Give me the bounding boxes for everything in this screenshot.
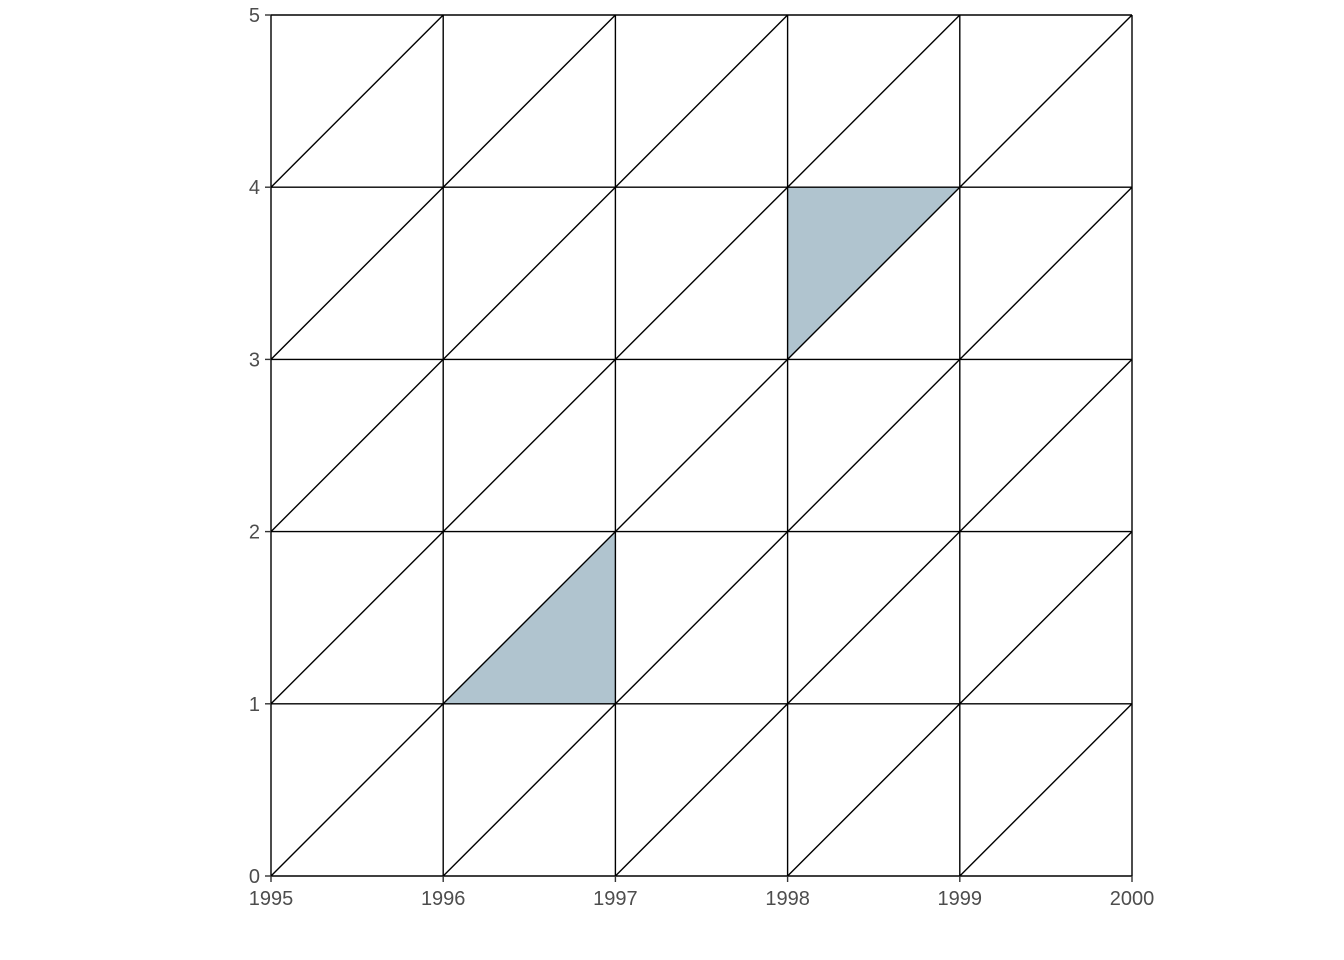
y-axis: 0 1 2 3 4 5 bbox=[249, 5, 271, 888]
grid-diagonal-1995-4 bbox=[270, 14, 444, 188]
x-tick-label-1996: 1996 bbox=[421, 888, 466, 910]
x-axis: 1995 1996 1997 1998 1999 2000 bbox=[249, 876, 1155, 910]
y-tick-label-3: 3 bbox=[249, 349, 260, 371]
grid-diagonal-1999-1 bbox=[959, 531, 1133, 705]
y-tick-label-1: 1 bbox=[249, 694, 260, 716]
grid-diagonal-1997-3 bbox=[614, 186, 789, 360]
y-tick-label-4: 4 bbox=[249, 177, 260, 199]
grid-diagonal-1999-3 bbox=[959, 186, 1133, 360]
grid-diagonal-1995-0 bbox=[270, 703, 444, 877]
grid-diagonal-1997-4 bbox=[614, 14, 789, 188]
x-tick-label-2000: 2000 bbox=[1110, 888, 1155, 910]
y-tick-label-0: 0 bbox=[249, 866, 260, 888]
x-tick-label-1999: 1999 bbox=[938, 888, 983, 910]
x-tick-label-1998: 1998 bbox=[765, 888, 810, 910]
grid-diagonal-1995-2 bbox=[270, 358, 444, 533]
grid-diagonal-1999-2 bbox=[959, 358, 1133, 533]
grid-diagonal-1997-1 bbox=[614, 531, 789, 705]
y-tick-label-5: 5 bbox=[249, 5, 260, 27]
grid-diagonal-1995-1 bbox=[270, 531, 444, 705]
grid-diagonal-1997-0 bbox=[614, 703, 789, 877]
grid-diagonal-1999-4 bbox=[959, 14, 1133, 188]
grid-diagonal-1998-1 bbox=[787, 531, 961, 705]
grid-diagonal-1996-2 bbox=[442, 358, 616, 533]
grid-diagonal-1996-0 bbox=[442, 703, 616, 877]
grid-diagonal-1999-0 bbox=[959, 703, 1133, 877]
grid-diagonal-1998-4 bbox=[787, 14, 961, 188]
grid-diagonal-1998-2 bbox=[787, 358, 961, 533]
y-tick-label-2: 2 bbox=[249, 522, 260, 544]
grid-diagonal-1996-3 bbox=[442, 186, 616, 360]
grid-diagonal-1997-2 bbox=[614, 358, 789, 533]
x-tick-label-1995: 1995 bbox=[249, 888, 294, 910]
grid-diagonal-1995-3 bbox=[270, 186, 444, 360]
grid-diagonal-1998-0 bbox=[787, 703, 961, 877]
grid-diagonal-1998-3 bbox=[787, 186, 961, 360]
grid-lines bbox=[270, 14, 1133, 877]
grid-diagonal-1996-4 bbox=[442, 14, 616, 188]
grid-diagonal-1996-1 bbox=[442, 531, 616, 705]
x-tick-label-1997: 1997 bbox=[593, 888, 638, 910]
